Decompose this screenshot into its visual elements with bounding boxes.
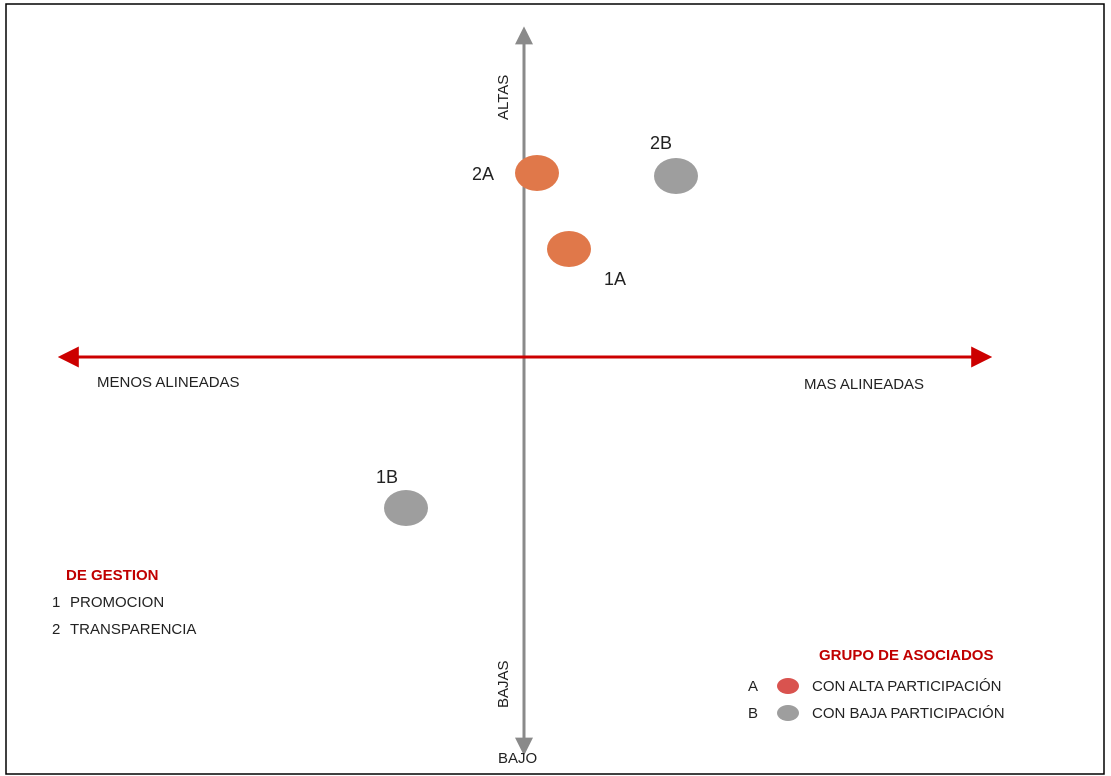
- group-legend-title: GRUPO DE ASOCIADOS: [819, 647, 993, 664]
- management-legend-key-1: 1: [52, 594, 60, 611]
- diagram-border: [5, 3, 1105, 775]
- point-2a-label: 2A: [472, 164, 494, 184]
- group-legend-text-b: CON BAJA PARTICIPACIÓN: [812, 705, 1005, 722]
- point-2b-marker: [654, 158, 698, 194]
- group-legend-swatch-b: [777, 705, 799, 721]
- point-2b-label: 2B: [650, 133, 672, 153]
- bottom-caption: BAJO: [498, 750, 537, 767]
- group-legend-key-b: B: [748, 705, 758, 722]
- management-legend-key-2: 2: [52, 621, 60, 638]
- group-legend-text-a: CON ALTA PARTICIPACIÓN: [812, 678, 1002, 695]
- axis-label-bajas: BAJAS: [495, 660, 512, 708]
- point-1b-label: 1B: [376, 467, 398, 487]
- point-1a-marker: [547, 231, 591, 267]
- management-legend-text-1: PROMOCION: [70, 594, 164, 611]
- axis-label-menos-alineadas: MENOS ALINEADAS: [97, 374, 240, 391]
- management-legend-text-2: TRANSPARENCIA: [70, 621, 196, 638]
- axis-label-altas: ALTAS: [495, 75, 512, 120]
- group-legend-key-a: A: [748, 678, 758, 695]
- point-2a-marker: [515, 155, 559, 191]
- axis-label-mas-alineadas: MAS ALINEADAS: [804, 376, 924, 393]
- management-legend-title: DE GESTION: [66, 567, 159, 584]
- group-legend-swatch-a: [777, 678, 799, 694]
- point-1b-marker: [384, 490, 428, 526]
- point-1a-label: 1A: [604, 269, 626, 289]
